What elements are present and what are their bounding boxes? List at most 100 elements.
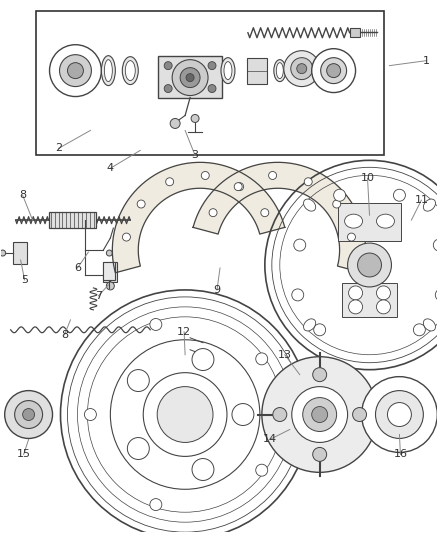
Circle shape bbox=[349, 300, 363, 314]
Polygon shape bbox=[193, 163, 366, 273]
Circle shape bbox=[166, 178, 173, 185]
Circle shape bbox=[127, 369, 149, 392]
Ellipse shape bbox=[221, 58, 235, 84]
Circle shape bbox=[292, 289, 304, 301]
Circle shape bbox=[292, 386, 348, 442]
Circle shape bbox=[268, 172, 276, 180]
Circle shape bbox=[49, 45, 101, 96]
Circle shape bbox=[164, 85, 172, 93]
Text: 15: 15 bbox=[17, 449, 31, 459]
Circle shape bbox=[334, 189, 346, 201]
Ellipse shape bbox=[424, 199, 435, 211]
Circle shape bbox=[321, 58, 346, 84]
Circle shape bbox=[313, 368, 327, 382]
Text: 7: 7 bbox=[95, 291, 102, 301]
Circle shape bbox=[127, 438, 149, 459]
Ellipse shape bbox=[104, 60, 112, 82]
Bar bbox=[342, 283, 397, 317]
Circle shape bbox=[327, 63, 341, 78]
Circle shape bbox=[312, 407, 328, 423]
Circle shape bbox=[85, 409, 96, 421]
Bar bbox=[49, 212, 96, 228]
Circle shape bbox=[208, 85, 216, 93]
Circle shape bbox=[208, 62, 216, 70]
Circle shape bbox=[435, 289, 438, 301]
Ellipse shape bbox=[122, 56, 138, 85]
Circle shape bbox=[361, 377, 437, 453]
Circle shape bbox=[262, 357, 378, 472]
Bar bbox=[247, 58, 267, 84]
Text: 5: 5 bbox=[21, 275, 28, 285]
Ellipse shape bbox=[304, 319, 316, 331]
Bar bbox=[103, 262, 117, 282]
Circle shape bbox=[209, 209, 217, 216]
Circle shape bbox=[164, 62, 172, 70]
Circle shape bbox=[67, 63, 83, 78]
Circle shape bbox=[106, 282, 114, 290]
Circle shape bbox=[388, 402, 411, 426]
Circle shape bbox=[192, 458, 214, 480]
Circle shape bbox=[201, 172, 209, 180]
Text: 11: 11 bbox=[414, 195, 428, 205]
Bar bbox=[35, 11, 385, 155]
Circle shape bbox=[284, 51, 320, 86]
Circle shape bbox=[23, 409, 35, 421]
Circle shape bbox=[314, 324, 326, 336]
Circle shape bbox=[143, 373, 227, 456]
Ellipse shape bbox=[304, 199, 316, 211]
Circle shape bbox=[256, 464, 268, 476]
Circle shape bbox=[150, 498, 162, 511]
Text: 10: 10 bbox=[360, 173, 374, 183]
Bar bbox=[158, 55, 222, 98]
Text: 16: 16 bbox=[393, 449, 407, 459]
Text: 3: 3 bbox=[191, 150, 198, 160]
Ellipse shape bbox=[424, 319, 435, 331]
Circle shape bbox=[348, 243, 392, 287]
Circle shape bbox=[186, 74, 194, 82]
Circle shape bbox=[236, 183, 244, 191]
Circle shape bbox=[137, 200, 145, 208]
Circle shape bbox=[349, 286, 363, 300]
Circle shape bbox=[413, 324, 425, 336]
Circle shape bbox=[157, 386, 213, 442]
Text: 6: 6 bbox=[74, 263, 81, 273]
Circle shape bbox=[192, 349, 214, 370]
Ellipse shape bbox=[125, 61, 135, 80]
Text: 8: 8 bbox=[61, 330, 68, 340]
Circle shape bbox=[106, 250, 112, 256]
Circle shape bbox=[357, 253, 381, 277]
Bar bbox=[13, 242, 27, 264]
Bar bbox=[338, 203, 401, 241]
Ellipse shape bbox=[345, 214, 363, 228]
Circle shape bbox=[180, 68, 200, 87]
Circle shape bbox=[304, 178, 312, 185]
Bar bbox=[103, 262, 115, 280]
Circle shape bbox=[123, 233, 131, 241]
Text: 1: 1 bbox=[423, 55, 430, 66]
Circle shape bbox=[256, 353, 268, 365]
Circle shape bbox=[232, 403, 254, 425]
Circle shape bbox=[294, 239, 306, 251]
Circle shape bbox=[191, 115, 199, 123]
Circle shape bbox=[433, 239, 438, 251]
Circle shape bbox=[377, 300, 390, 314]
Ellipse shape bbox=[101, 55, 115, 86]
Circle shape bbox=[375, 391, 424, 439]
Circle shape bbox=[333, 200, 341, 208]
Circle shape bbox=[291, 58, 313, 79]
Ellipse shape bbox=[276, 63, 283, 78]
Circle shape bbox=[234, 183, 242, 191]
Circle shape bbox=[312, 49, 356, 93]
Circle shape bbox=[313, 447, 327, 462]
Circle shape bbox=[0, 250, 6, 256]
Ellipse shape bbox=[377, 214, 395, 228]
Circle shape bbox=[393, 189, 406, 201]
Text: 9: 9 bbox=[213, 285, 221, 295]
Circle shape bbox=[347, 233, 355, 241]
Text: 2: 2 bbox=[55, 143, 62, 154]
Circle shape bbox=[273, 408, 287, 422]
Text: 13: 13 bbox=[278, 350, 292, 360]
Text: 8: 8 bbox=[19, 190, 26, 200]
Ellipse shape bbox=[274, 60, 286, 82]
Circle shape bbox=[170, 118, 180, 128]
